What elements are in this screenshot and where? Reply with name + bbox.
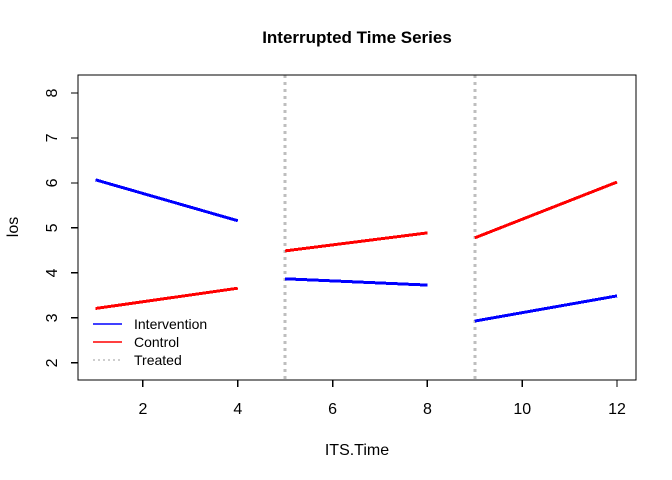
x-tick-label: 4 (233, 401, 242, 418)
legend-group: Intervention Control Treated (93, 316, 207, 368)
treated-vlines-group (283, 75, 477, 380)
y-tick-label: 6 (44, 178, 61, 187)
series-control-segment (474, 180, 618, 240)
y-axis-label: los (5, 217, 22, 237)
axes-group: 2 4 6 8 10 12 2 3 4 5 6 7 8 (44, 74, 637, 418)
x-tick-label: 2 (138, 401, 147, 418)
x-axis-label: ITS.Time (325, 442, 389, 459)
y-tick-label: 2 (44, 358, 61, 367)
legend-label-treated: Treated (134, 352, 182, 368)
plot-title: Interrupted Time Series (262, 28, 452, 47)
series-intervention-segment (95, 178, 239, 223)
series-control-segment (284, 231, 428, 253)
series-intervention-segment (285, 277, 428, 287)
y-tick-label: 7 (44, 133, 61, 142)
y-tick-label: 3 (44, 313, 61, 322)
legend-label-intervention: Intervention (134, 316, 207, 332)
series-group (95, 178, 618, 323)
x-tick-label: 10 (513, 401, 531, 418)
x-tick-label: 6 (328, 401, 337, 418)
legend-label-control: Control (134, 334, 179, 350)
y-tick-label: 4 (44, 268, 61, 277)
series-control-segment (95, 286, 238, 310)
series-intervention-segment (474, 294, 618, 323)
y-tick-label: 5 (44, 223, 61, 232)
x-tick-label: 8 (423, 401, 432, 418)
x-tick-label: 12 (608, 401, 626, 418)
y-tick-label: 8 (44, 88, 61, 97)
